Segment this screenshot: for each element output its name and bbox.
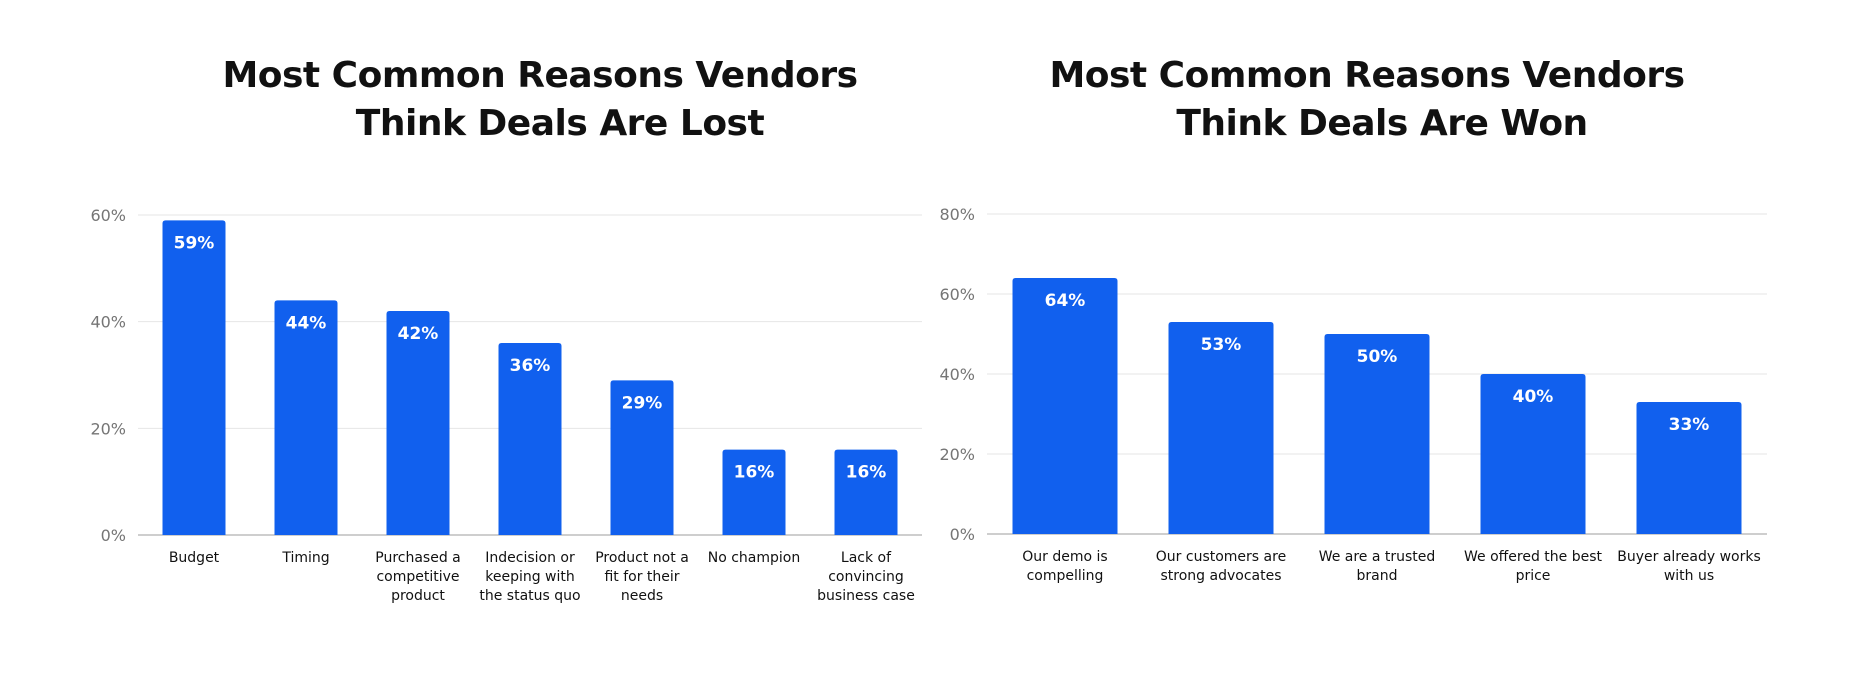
lost-category-label-line: keeping with: [485, 569, 575, 585]
lost-bar: [386, 311, 450, 535]
lost-category-label-line: product: [391, 588, 445, 604]
lost-category-label: Product not a fit for their needs: [595, 550, 689, 604]
won-category-label-line: Our customers are: [1156, 549, 1286, 565]
won-bar: [1168, 322, 1274, 534]
won-category-label-line: We are a trusted: [1319, 549, 1436, 565]
lost-bar: [498, 343, 562, 535]
won-y-tick-label: 80%: [939, 205, 975, 224]
lost-category-label-line: the status quo: [479, 588, 580, 604]
lost-data-label: 59%: [174, 233, 215, 253]
won-data-label: 40%: [1513, 387, 1554, 407]
lost-category-label: Purchased a competitive product: [375, 550, 461, 604]
won-category-label-line: compelling: [1027, 568, 1104, 584]
won-data-label: 50%: [1357, 347, 1398, 367]
lost-reasons-bar-chart: 0% 20% 40% 60% 59% Budget 44% Timing 42% Purchase…: [90, 206, 922, 604]
lost-data-label: 16%: [734, 463, 775, 483]
won-category-label-line: Our demo is: [1022, 549, 1107, 565]
lost-chart-title: Most Common Reasons Vendors Think Deals …: [150, 52, 930, 148]
lost-bar: [722, 449, 786, 535]
lost-bar: [162, 220, 226, 536]
won-category-label: Our customers are strong advocates: [1156, 549, 1286, 584]
lost-bar: [610, 380, 674, 535]
won-data-label: 53%: [1201, 335, 1242, 355]
won-bar: [1480, 374, 1586, 534]
won-category-label: We are a trusted brand: [1319, 549, 1436, 584]
lost-y-tick-label: 40%: [90, 313, 126, 332]
lost-category-label-line: Budget: [169, 550, 220, 566]
lost-category-label-line: business case: [817, 588, 915, 604]
lost-category-label-line: competitive: [376, 569, 459, 585]
won-category-label-line: Buyer already works: [1617, 549, 1761, 565]
won-category-label-line: brand: [1357, 568, 1398, 584]
lost-category-label-line: Product not a: [595, 550, 689, 566]
won-category-label-line: with us: [1664, 568, 1714, 584]
lost-chart-title-line-1: Most Common Reasons Vendors: [222, 55, 858, 96]
won-category-label: Buyer already works with us: [1617, 549, 1761, 584]
won-chart-title: Most Common Reasons Vendors Think Deals …: [920, 52, 1814, 148]
lost-category-label-line: No champion: [708, 550, 801, 566]
won-category-label-line: strong advocates: [1161, 568, 1282, 584]
lost-data-label: 29%: [622, 393, 663, 413]
lost-category-label-line: convincing: [828, 569, 904, 585]
won-y-tick-label: 20%: [939, 445, 975, 464]
lost-category-label: Budget: [169, 550, 220, 566]
lost-category-label-line: Timing: [281, 550, 329, 566]
won-category-label: We offered the best price: [1464, 549, 1603, 584]
lost-category-label-line: Purchased a: [375, 550, 461, 566]
lost-bar: [834, 449, 898, 535]
won-bar: [1324, 334, 1430, 534]
won-bar: [1012, 278, 1118, 534]
won-reasons-bar-chart: 0% 20% 40% 60% 80% 64% Our demo is compelling 53…: [939, 205, 1767, 584]
lost-y-tick-label: 60%: [90, 206, 126, 225]
won-chart-title-line-1: Most Common Reasons Vendors: [1049, 55, 1685, 96]
lost-category-label-line: fit for their: [604, 569, 679, 585]
lost-data-label: 44%: [286, 313, 327, 333]
lost-category-label: Indecision or keeping with the status quo: [479, 550, 580, 604]
lost-category-label-line: needs: [621, 588, 663, 604]
lost-category-label: Timing: [281, 550, 329, 566]
won-chart-panel: Most Common Reasons Vendors Think Deals …: [930, 0, 1864, 678]
lost-category-label: No champion: [708, 550, 801, 566]
won-category-label-line: We offered the best: [1464, 549, 1603, 565]
lost-data-label: 16%: [846, 463, 887, 483]
lost-category-label: Lack of convincing business case: [817, 550, 915, 604]
lost-data-label: 36%: [510, 356, 551, 376]
lost-data-label: 42%: [398, 324, 439, 344]
lost-bar: [274, 300, 338, 535]
won-data-label: 33%: [1669, 415, 1710, 435]
won-category-label: Our demo is compelling: [1022, 549, 1107, 584]
lost-chart-title-line-2: Think Deals Are Lost: [355, 103, 765, 144]
won-data-label: 64%: [1045, 291, 1086, 311]
lost-chart-panel: Most Common Reasons Vendors Think Deals …: [0, 0, 930, 678]
lost-category-label-line: Indecision or: [485, 550, 575, 566]
lost-y-tick-label: 0%: [101, 526, 126, 545]
won-bar: [1636, 402, 1742, 534]
lost-y-tick-label: 20%: [90, 419, 126, 438]
lost-category-label-line: Lack of: [841, 550, 892, 566]
won-category-label-line: price: [1516, 568, 1551, 584]
won-y-tick-label: 0%: [950, 525, 975, 544]
won-y-tick-label: 40%: [939, 365, 975, 384]
won-y-tick-label: 60%: [939, 285, 975, 304]
won-chart-title-line-2: Think Deals Are Won: [1176, 103, 1588, 144]
